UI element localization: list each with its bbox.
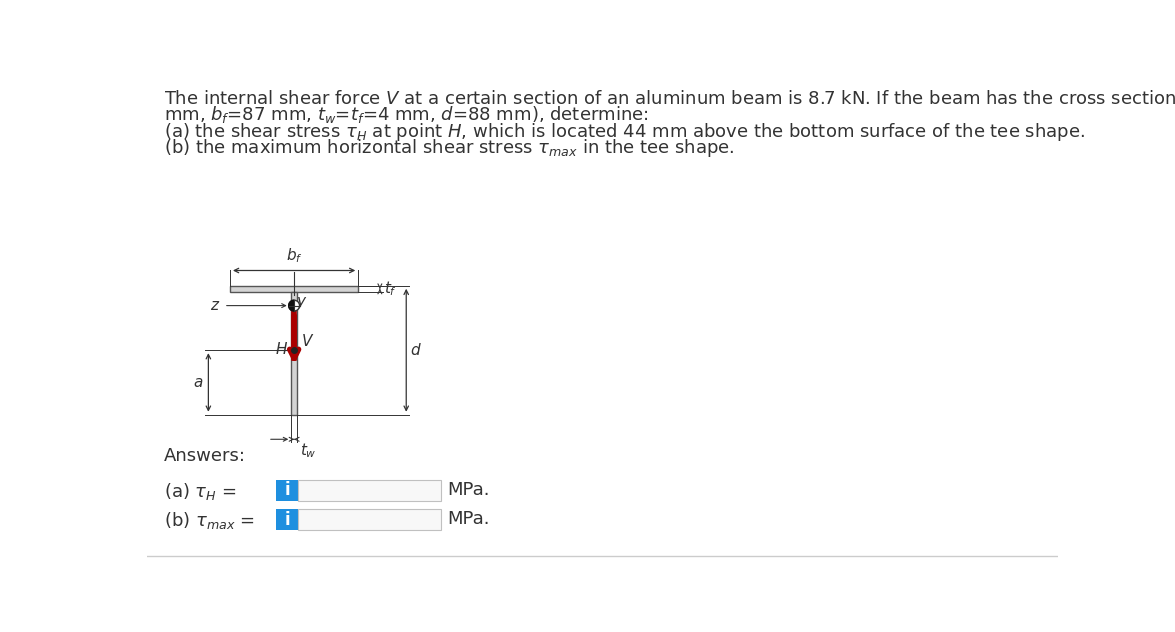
Text: $V$: $V$: [301, 334, 314, 349]
Text: $z$: $z$: [209, 298, 220, 313]
Bar: [298, 509, 442, 530]
Bar: [276, 480, 298, 501]
Text: (b) $\tau_{max}$ =: (b) $\tau_{max}$ =: [165, 510, 255, 531]
Bar: [230, 286, 358, 292]
Text: Answers:: Answers:: [165, 447, 246, 465]
Text: i: i: [284, 482, 290, 499]
Text: $t_w$: $t_w$: [300, 441, 317, 459]
Text: $d$: $d$: [410, 343, 422, 358]
Text: MPa.: MPa.: [448, 481, 490, 499]
Text: The internal shear force $\it{V}$ at a certain section of an aluminum beam is 8.: The internal shear force $\it{V}$ at a c…: [165, 88, 1175, 108]
Text: $a$: $a$: [194, 375, 203, 390]
Text: (b) the maximum horizontal shear stress $\tau_{max}$ in the tee shape.: (b) the maximum horizontal shear stress …: [165, 137, 734, 159]
Bar: [276, 509, 298, 530]
Text: (a) the shear stress $\tau_H$ at point $\it{H}$, which is located 44 mm above th: (a) the shear stress $\tau_H$ at point $…: [165, 121, 1085, 142]
Text: i: i: [284, 511, 290, 529]
Bar: [298, 480, 442, 501]
Circle shape: [289, 300, 300, 311]
Text: mm, $\it{b_f}$=87 mm, $\it{t_w}$=$\it{t_f}$=4 mm, $\it{d}$=88 mm), determine:: mm, $\it{b_f}$=87 mm, $\it{t_w}$=$\it{t_…: [165, 104, 649, 125]
Text: $b_f$: $b_f$: [286, 246, 302, 265]
Text: (a) $\tau_H$ =: (a) $\tau_H$ =: [165, 481, 236, 502]
Text: $t_f$: $t_f$: [384, 279, 397, 298]
Polygon shape: [289, 300, 294, 311]
Text: $y$: $y$: [296, 295, 308, 311]
Text: MPa.: MPa.: [448, 510, 490, 528]
Bar: [291, 292, 297, 415]
Text: $H$: $H$: [275, 341, 288, 356]
